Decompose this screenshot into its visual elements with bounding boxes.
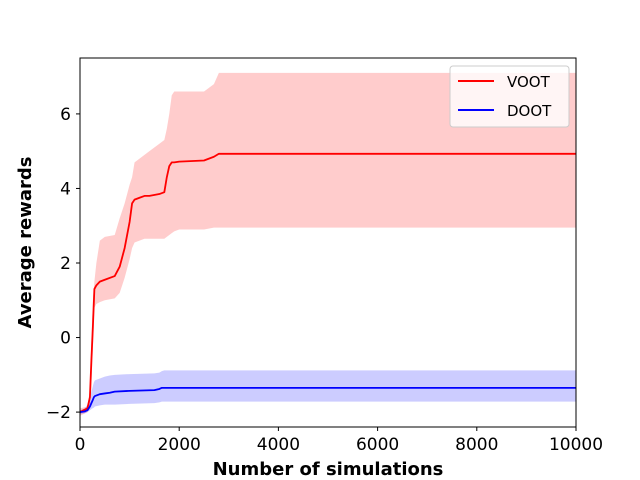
legend-label-doot: DOOT: [507, 102, 552, 120]
x-tick-label: 8000: [455, 435, 498, 455]
x-tick-label: 6000: [356, 435, 399, 455]
line-doot: [79, 386, 576, 413]
x-tick-label: 4000: [257, 435, 300, 455]
band-doot: [80, 370, 576, 414]
y-tick-label: 4: [60, 179, 71, 199]
y-tick-label: 0: [60, 329, 71, 349]
x-tick-label: 2000: [158, 435, 201, 455]
plot-frame: [79, 57, 577, 428]
y-axis-title: Average rewards: [15, 157, 36, 329]
legend-label-voot: VOOT: [507, 73, 551, 91]
x-tick-label: 0: [75, 435, 86, 455]
confidence-bands: [80, 72, 576, 416]
x-axis: 0 2000 4000 6000 8000 10000: [75, 427, 603, 455]
x-tick-label: 10000: [549, 435, 603, 455]
y-tick-label: 6: [60, 105, 71, 125]
y-tick-label: 2: [60, 254, 71, 274]
series-lines: [79, 152, 576, 413]
line-voot: [79, 152, 576, 413]
x-axis-title: Number of simulations: [213, 459, 444, 480]
y-axis: −2 0 2 4 6: [46, 105, 80, 423]
legend: VOOT DOOT: [449, 65, 570, 128]
band-voot: [80, 72, 576, 416]
y-tick-label: −2: [46, 403, 71, 423]
